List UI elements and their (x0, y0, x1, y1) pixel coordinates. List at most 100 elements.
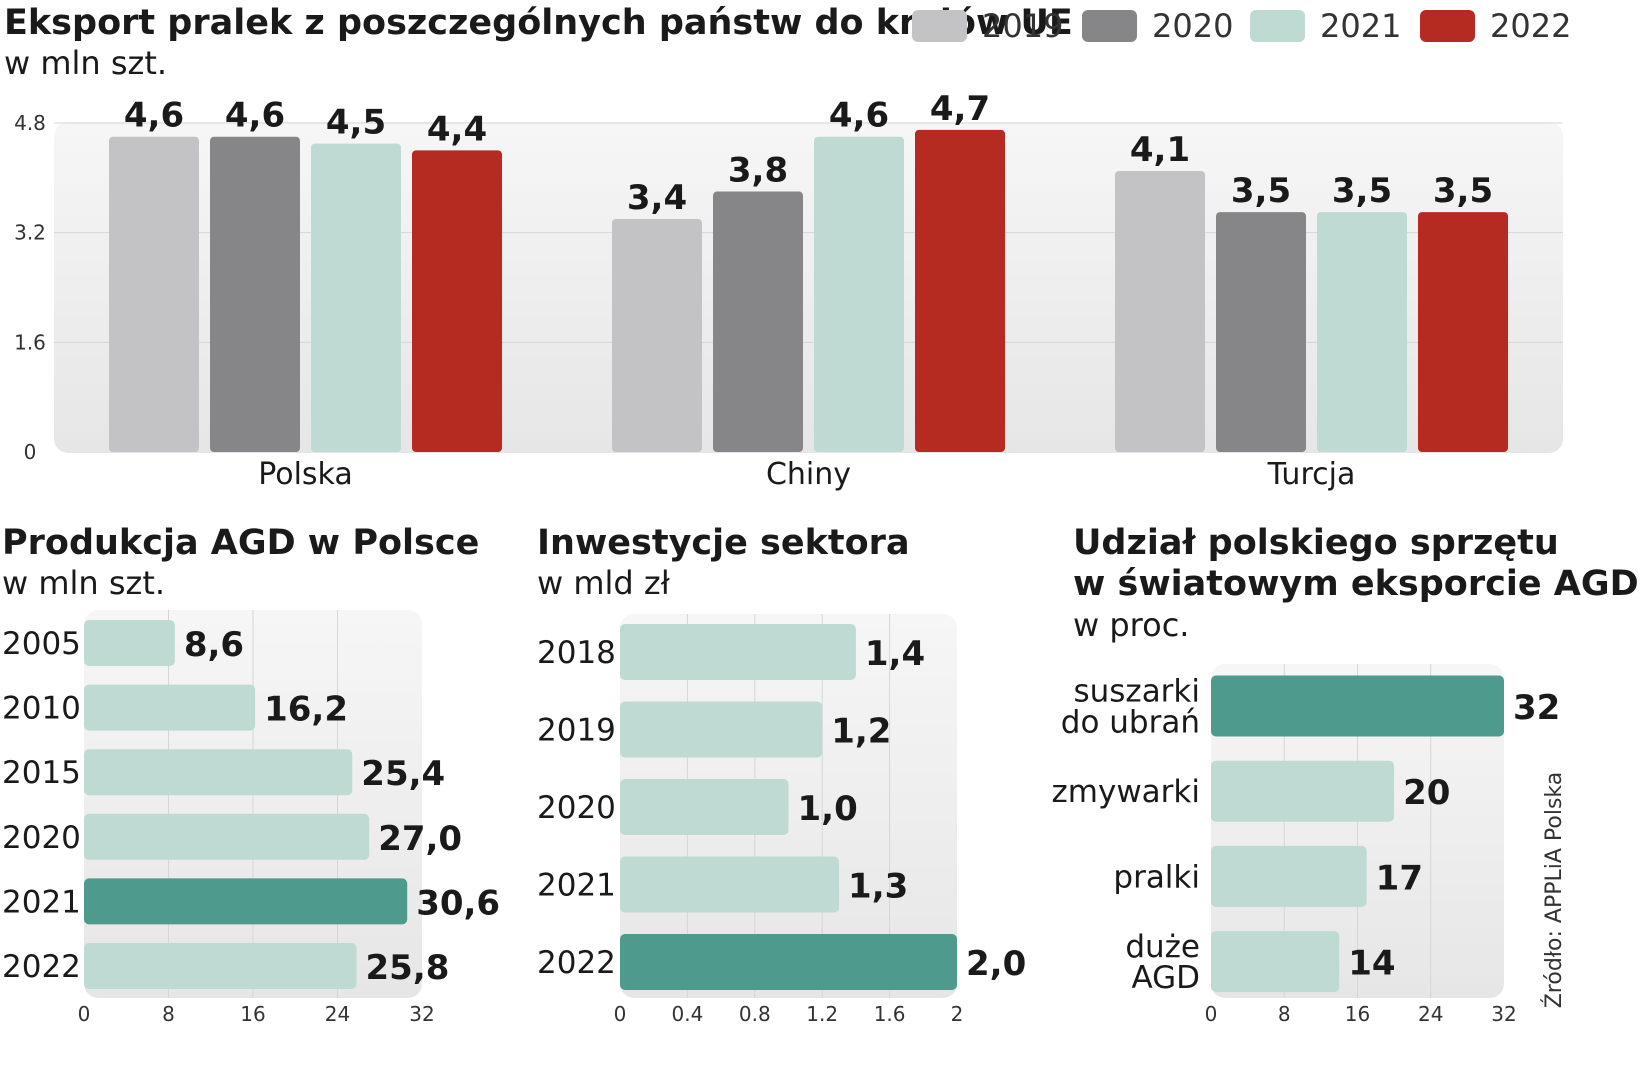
data-label: 32 (1513, 688, 1560, 728)
data-label: 4,6 (225, 96, 285, 136)
bar-polska-2022 (412, 150, 502, 452)
x-tick-label: 16 (240, 1002, 265, 1026)
row-label: pralki (1113, 859, 1200, 895)
chart-title: Inwestycje sektora (537, 523, 910, 563)
row-label: duże (1125, 929, 1200, 965)
row-label: 2019 (537, 713, 616, 749)
legend-swatch-2020 (1082, 10, 1137, 42)
x-tick-label: 0 (78, 1002, 91, 1026)
bar-row-0 (1211, 675, 1504, 737)
data-label: 3,4 (627, 178, 687, 218)
y-tick-label: 4.8 (14, 111, 46, 135)
row-label: 2020 (537, 790, 616, 826)
bar-chiny-2019 (612, 218, 702, 452)
data-label: 25,8 (366, 948, 450, 988)
category-label-chiny: Chiny (766, 457, 851, 492)
bar-row-2 (1211, 845, 1367, 907)
x-tick-label: 24 (1418, 1002, 1443, 1026)
legend-label-2020: 2020 (1152, 7, 1233, 45)
category-label-polska: Polska (258, 457, 353, 492)
data-label: 3,8 (728, 151, 788, 191)
x-tick-label: 1.2 (806, 1002, 838, 1026)
x-tick-label: 32 (1491, 1002, 1516, 1026)
x-tick-label: 0 (1205, 1002, 1218, 1026)
x-tick-label: 24 (325, 1002, 350, 1026)
source-note: Źródło: APPLiA Polska (1541, 772, 1567, 1009)
bar-turcja-2022 (1418, 212, 1508, 452)
data-label: 1,3 (848, 867, 908, 907)
row-label: 2022 (2, 949, 81, 985)
y-tick-label: 1.6 (14, 330, 46, 354)
bar-polska-2020 (210, 136, 300, 453)
bar-turcja-2020 (1216, 212, 1306, 452)
chart-title: Produkcja AGD w Polsce (2, 523, 479, 563)
legend-swatch-2019 (912, 10, 967, 42)
bar-row-3 (620, 856, 840, 913)
row-label: 2021 (2, 884, 81, 920)
data-label: 1,0 (798, 789, 858, 829)
bar-row-1 (620, 701, 823, 758)
data-label: 27,0 (378, 819, 462, 859)
y-tick-label: 3.2 (14, 221, 46, 245)
data-label: 17 (1376, 858, 1423, 898)
data-label: 3,5 (1231, 171, 1291, 211)
bar-row-4 (620, 934, 957, 990)
data-label: 3,5 (1433, 171, 1493, 211)
row-label: 2005 (2, 626, 81, 662)
row-label: suszarki (1073, 674, 1200, 710)
bar-row-5 (84, 943, 357, 989)
y-tick-label: 0 (24, 440, 37, 464)
chart-title-line: w światowym eksporcie AGD (1073, 564, 1639, 604)
data-label: 30,6 (416, 883, 500, 923)
bar-polska-2019 (109, 136, 199, 453)
chart-subtitle: w mld zł (537, 564, 671, 602)
data-label: 4,6 (829, 96, 889, 136)
row-label: AGD (1131, 960, 1200, 996)
legend-label-2021: 2021 (1320, 7, 1401, 45)
x-tick-label: 1.6 (874, 1002, 906, 1026)
chart-subtitle: w proc. (1073, 606, 1189, 644)
bar-chiny-2021 (814, 136, 904, 453)
bar-row-2 (620, 779, 789, 835)
data-label: 20 (1403, 773, 1450, 813)
x-tick-label: 0.8 (739, 1002, 771, 1026)
row-label: 2022 (537, 945, 616, 981)
row-label: 2018 (537, 635, 616, 671)
bar-chiny-2020 (713, 191, 803, 452)
data-label: 2,0 (966, 944, 1026, 984)
bar-polska-2021 (311, 143, 401, 452)
bar-turcja-2021 (1317, 212, 1407, 452)
data-label: 4,6 (124, 96, 184, 136)
chart-subtitle: w mln szt. (2, 564, 165, 602)
row-label: 2015 (2, 755, 81, 791)
row-label: 2021 (537, 868, 616, 904)
x-tick-label: 0 (614, 1002, 627, 1026)
data-label: 8,6 (184, 625, 244, 665)
data-label: 4,7 (930, 89, 990, 129)
category-label-turcja: Turcja (1267, 457, 1356, 492)
data-label: 1,4 (865, 634, 925, 674)
chart-title-line: Udział polskiego sprzętu (1073, 523, 1559, 563)
bar-chiny-2022 (915, 129, 1005, 452)
legend-swatch-2022 (1420, 10, 1475, 42)
bar-row-0 (84, 620, 175, 666)
data-label: 14 (1348, 944, 1395, 984)
row-label: do ubrań (1061, 705, 1200, 741)
x-tick-label: 8 (162, 1002, 175, 1026)
bar-row-1 (84, 684, 256, 731)
chart-title: Eksport pralek z poszczególnych państw d… (4, 3, 1073, 43)
bar-row-0 (620, 624, 856, 680)
bar-row-3 (1211, 931, 1340, 993)
data-label: 1,2 (831, 712, 891, 752)
legend-label-2022: 2022 (1490, 7, 1571, 45)
legend-swatch-2021 (1250, 10, 1305, 42)
data-label: 4,4 (427, 109, 487, 149)
x-tick-label: 0.4 (671, 1002, 703, 1026)
bar-row-4 (84, 878, 408, 925)
data-label: 3,5 (1332, 171, 1392, 211)
x-tick-label: 16 (1345, 1002, 1370, 1026)
chart-subtitle: w mln szt. (4, 44, 167, 82)
x-tick-label: 8 (1278, 1002, 1291, 1026)
bar-row-3 (84, 813, 370, 860)
